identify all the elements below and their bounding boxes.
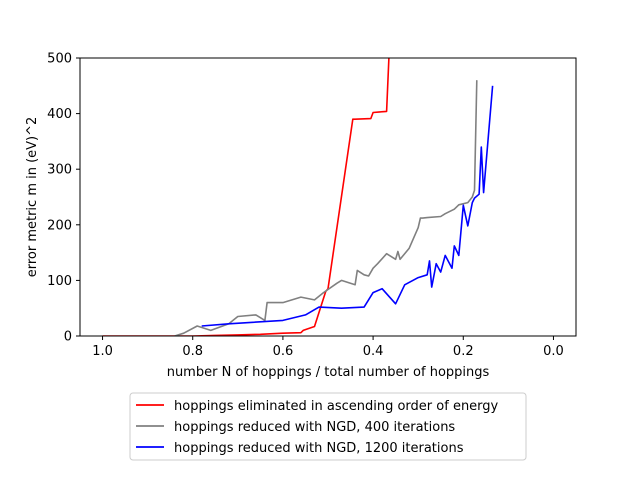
y-tick-label: 200: [47, 218, 72, 233]
y-axis: 0 100 200 300 400 500: [47, 52, 80, 345]
y-tick-label: 300: [47, 163, 72, 178]
legend: hoppings eliminated in ascending order o…: [129, 392, 527, 461]
y-tick-label: 0: [64, 330, 72, 345]
legend-box: [129, 392, 527, 461]
x-axis: 1.0 0.8 0.6 0.4 0.2 0.0: [92, 336, 564, 359]
y-tick-label: 100: [47, 274, 72, 289]
series-line-2: [174, 80, 478, 336]
series-line-1: [102, 58, 390, 336]
x-tick-label: 0.6: [273, 344, 294, 359]
x-tick-label: 0.4: [363, 344, 384, 359]
series-line-3: [201, 85, 494, 327]
plot-frame: [79, 57, 577, 337]
plot-lines: [102, 58, 494, 336]
x-tick-label: 0.0: [543, 344, 564, 359]
x-tick-label: 0.2: [453, 344, 474, 359]
y-tick-label: 400: [47, 107, 72, 122]
legend-label-2: hoppings reduced with NGD, 400 iteration…: [174, 420, 455, 435]
x-tick-label: 1.0: [92, 344, 113, 359]
x-axis-label: number N of hoppings / total number of h…: [167, 365, 490, 380]
x-tick-label: 0.8: [182, 344, 203, 359]
legend-label-3: hoppings reduced with NGD, 1200 iteratio…: [174, 441, 464, 456]
y-axis-label: error metric m in (eV)^2: [25, 117, 40, 278]
y-tick-label: 500: [47, 52, 72, 67]
legend-label-1: hoppings eliminated in ascending order o…: [174, 399, 499, 414]
